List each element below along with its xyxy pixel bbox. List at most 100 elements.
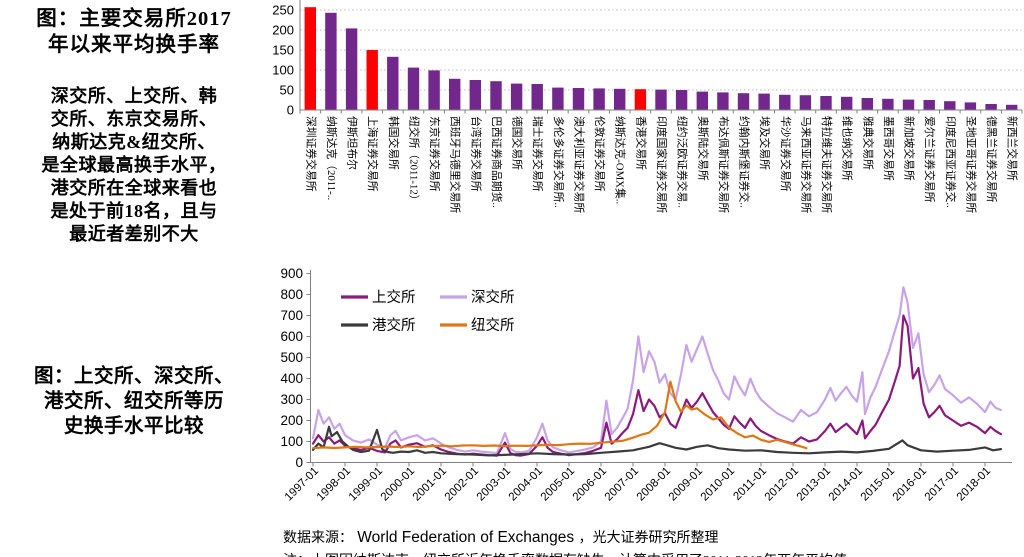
text-line: 最近者差别不大 [69, 224, 199, 244]
bar [345, 28, 358, 110]
bar [469, 80, 481, 110]
y-axis-label: 250 [272, 3, 294, 18]
left-caption-column: 图：主要交易所2017 年以来平均换手率 深交所、上交所、韩 交所、东京交易所、 纳斯… [0, 0, 268, 557]
data-source-suffix: ，光大证券研究所整理 [578, 531, 719, 546]
category-label: 约翰内斯堡证券交.. [738, 116, 752, 208]
category-label: 纳斯达克-OMX集.. [614, 116, 628, 204]
x-axis-label: 2013-01 [795, 465, 833, 503]
y-axis-label: 200 [280, 413, 303, 428]
category-label: 维也纳交易所 [841, 116, 855, 181]
category-label: 纽约泛欧证券交易.. [676, 116, 690, 208]
legend-label: 深交所 [471, 288, 515, 306]
x-axis-label: 2017-01 [923, 465, 961, 503]
bar [779, 94, 791, 110]
x-axis-label: 2005-01 [539, 465, 577, 503]
x-axis-label: 2018-01 [955, 465, 993, 503]
category-label: 上海证券交易所 [366, 116, 380, 192]
bar [572, 88, 585, 110]
text-line: 深交所、上交所、韩 [50, 86, 218, 106]
text-line: 港交所在全球来看也 [50, 178, 218, 198]
category-label: 东京证券交易所 [428, 116, 442, 192]
bar [366, 50, 378, 110]
x-axis-label: 2014-01 [827, 465, 865, 503]
category-label: 德国交易所 [511, 116, 525, 170]
bar [428, 70, 440, 110]
bar-chart-average-turnover-by-exchange: 0 50 100 150 200 250 深圳证券交易所 纳斯达克（2011-.. 伊斯坦布尔上… [272, 0, 1023, 213]
bar [717, 92, 729, 110]
category-label: 纳斯达克（2011-.. [325, 116, 338, 200]
footer: 数据来源： World Federation of Exchanges ，光大证… [283, 527, 1023, 557]
y-axis-label: 150 [272, 43, 294, 58]
category-label: 伦敦证券交易所 [593, 116, 607, 192]
y-axis-label: 50 [280, 83, 294, 98]
x-axis-label: 2004-01 [507, 465, 545, 503]
x-axis-label: 1998-01 [315, 465, 353, 503]
category-label: 伊斯坦布尔 [346, 116, 360, 170]
x-axis-label: 2000-01 [379, 465, 417, 503]
legend-label: 港交所 [372, 316, 416, 334]
data-source-line: 数据来源： World Federation of Exchanges ，光大证… [283, 527, 1023, 547]
category-label: 印度尼西亚证券交.. [944, 116, 958, 208]
text-line: 纳斯达克&纽交所、 [52, 132, 216, 152]
y-axis-label: 500 [280, 350, 303, 365]
footnote: 注：上图因纳斯达克、纽交所近年换手率数据有缺失，计算中采用了2011-2012年… [283, 550, 1023, 557]
text-line: 图：上交所、深交所、 [33, 366, 234, 387]
x-axis-label: 2016-01 [891, 465, 929, 503]
bar [799, 95, 812, 110]
y-axis-label: 900 [280, 266, 303, 281]
y-axis-label: 0 [295, 455, 303, 470]
bar [490, 81, 502, 110]
bar [510, 83, 523, 110]
bar [552, 87, 564, 110]
y-axis-label: 100 [272, 63, 294, 78]
x-axis-label: 2001-01 [411, 465, 449, 503]
y-axis-label: 100 [280, 434, 303, 449]
bar [407, 67, 420, 110]
line-chart-historical-turnover-comparison: 0 100 200 300 400 500 600 700 800 900 1997-011998-… [280, 266, 1012, 503]
category-label: 德黑兰证券交易所 [985, 116, 999, 203]
y-axis-label: 700 [280, 308, 303, 323]
bar [655, 89, 667, 110]
x-axis-label: 2011-01 [731, 465, 769, 503]
bottom-chart-caption: 图：上交所、深交所、 港交所、纽交所等历 史换手水平比较 [0, 364, 268, 439]
x-axis-label: 2007-01 [603, 465, 641, 503]
bar [387, 56, 399, 110]
category-label: 华沙证券交易所 [779, 116, 793, 192]
bar [1006, 104, 1018, 110]
bar [634, 89, 647, 110]
bar [675, 90, 688, 110]
category-label: 印度国家证券交易所 [655, 116, 669, 213]
text-line: 图：主要交易所2017 [36, 8, 232, 30]
category-label: 纽交所（2011-12） [408, 116, 422, 206]
category-label: 雅典交易所 [861, 116, 875, 170]
x-axis-label: 1997-01 [283, 465, 321, 503]
top-chart-caption: 图：主要交易所2017 年以来平均换手率 [0, 6, 268, 58]
category-label: 台湾证券交易所 [469, 116, 483, 192]
category-label: 埃及交易所 [758, 116, 772, 170]
bar [944, 101, 956, 110]
bar [696, 91, 708, 110]
x-axis-label: 2010-01 [699, 465, 737, 503]
category-label: 巴西证券商品期货.. [490, 116, 504, 208]
legend-label: 上交所 [372, 288, 416, 306]
text-line: 交所、东京交易所、 [50, 109, 218, 129]
bar [325, 12, 337, 110]
x-axis-label: 2012-01 [763, 465, 801, 503]
series-line-4 [311, 380, 808, 450]
bar [841, 96, 853, 110]
text-line: 是处于前18名，且与 [50, 201, 218, 221]
category-label: 新加坡交易所 [903, 116, 917, 181]
legend-label: 纽交所 [471, 316, 515, 334]
bar [614, 88, 626, 110]
bar [964, 102, 977, 110]
y-axis-label: 200 [272, 23, 294, 38]
data-source-english: World Federation of Exchanges [353, 529, 579, 546]
data-source-prefix: 数据来源： [283, 531, 353, 546]
category-label: 澳大利亚证券交易所 [573, 116, 587, 213]
bar [861, 98, 873, 110]
category-label: 新西兰交易所 [1006, 116, 1020, 181]
category-label: 特拉维夫证券交易所 [820, 116, 834, 213]
x-axis-label: 2002-01 [443, 465, 481, 503]
category-label: 香港交易所 [634, 116, 648, 170]
